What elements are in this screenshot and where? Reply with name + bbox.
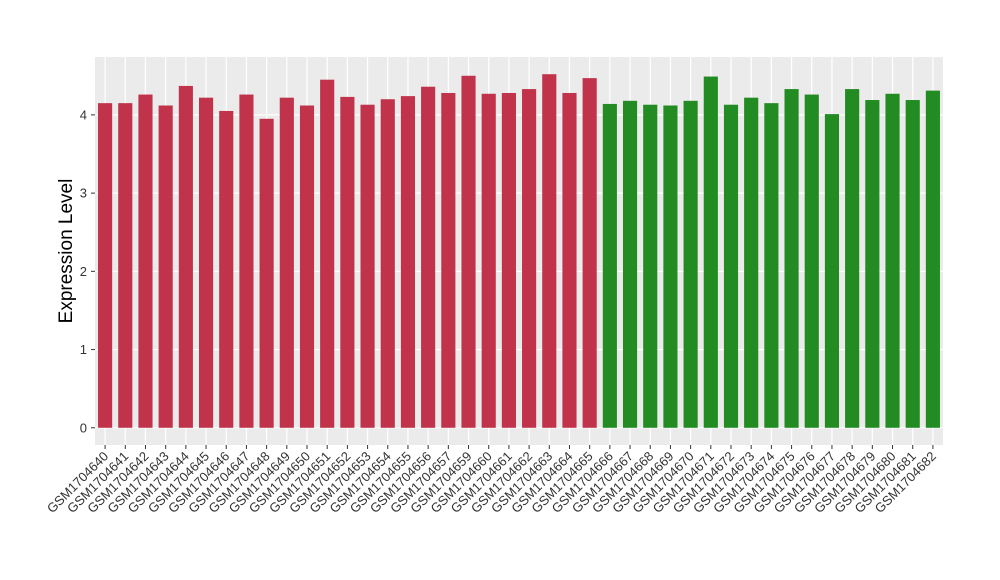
bar [481,93,496,428]
y-tick-label: 1 [80,342,87,357]
bar [340,96,355,428]
bar [198,97,214,428]
plot-panel [95,57,943,445]
bar [885,93,900,428]
bar [804,94,819,428]
bar [178,85,193,428]
bar [360,104,375,428]
bar [299,105,315,428]
bar [461,75,476,428]
bar [643,104,658,428]
bar [421,86,436,428]
bar [259,118,274,428]
bar [441,92,456,428]
bar [380,99,395,428]
bar [400,96,416,428]
bar [622,100,638,428]
bar [320,79,335,428]
bar [98,103,113,428]
y-tick-label: 0 [80,420,87,435]
bar [905,100,920,428]
bar [582,78,597,428]
bar [845,89,860,428]
bar [784,89,799,428]
bar [138,94,153,428]
bar [602,103,617,428]
bar [723,104,739,428]
bar [158,105,173,428]
bar [522,89,537,428]
bar [703,76,718,428]
bar [239,94,254,428]
y-tick-label: 2 [80,264,87,279]
bar [925,90,940,428]
bar [562,92,577,428]
y-tick-label: 4 [80,107,87,122]
bar [683,100,698,428]
bar [279,97,294,428]
bar [501,92,516,428]
bar [764,103,779,428]
bar [219,110,234,428]
bar [865,100,880,428]
bar [824,114,840,428]
bar [118,103,133,428]
y-axis-label: Expression Level [56,179,77,324]
bar [663,105,678,428]
y-tick-label: 3 [80,186,87,201]
bar [542,74,557,428]
bar [744,97,759,428]
